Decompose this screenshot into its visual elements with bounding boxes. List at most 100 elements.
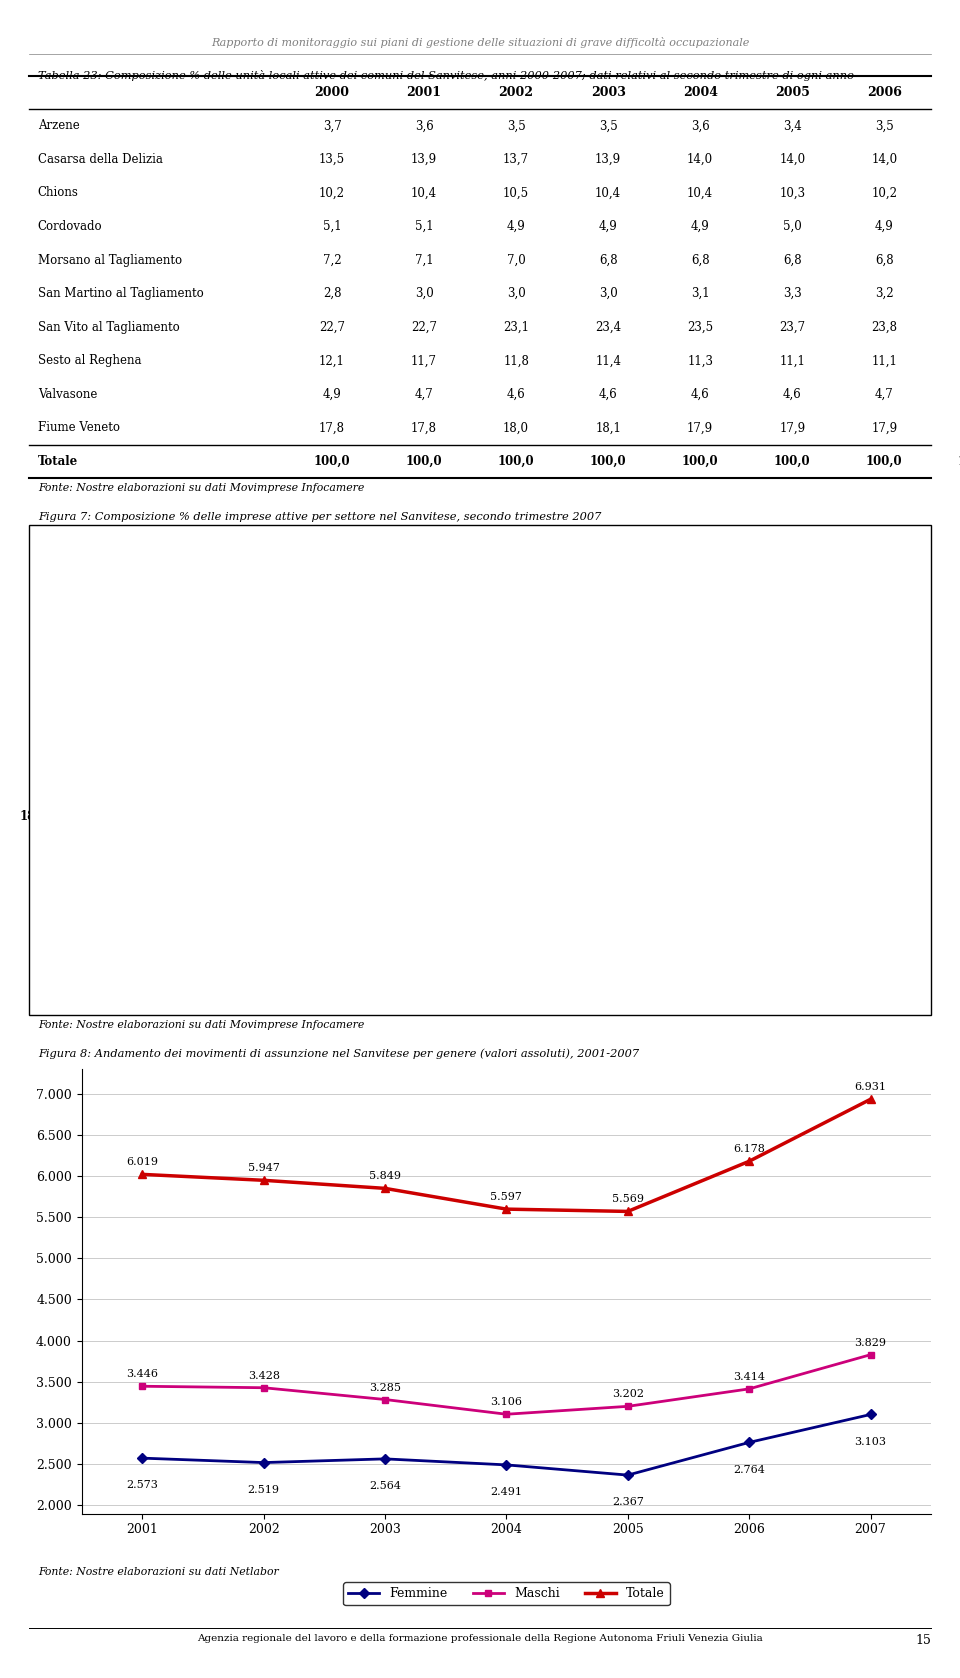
Text: 5.569: 5.569 <box>612 1195 644 1205</box>
Text: Totale: Totale <box>37 455 78 468</box>
Text: 7,1: 7,1 <box>415 253 433 267</box>
Text: 11,7: 11,7 <box>411 354 437 367</box>
Text: 4,9: 4,9 <box>691 220 709 233</box>
Text: 2000: 2000 <box>315 86 349 99</box>
Wedge shape <box>117 653 230 767</box>
Text: Fonte: Nostre elaborazioni su dati Netlabor: Fonte: Nostre elaborazioni su dati Netla… <box>38 1567 279 1577</box>
Text: 14,3%: 14,3% <box>320 925 359 938</box>
Text: 10,3: 10,3 <box>780 186 805 200</box>
Text: 2007: 2007 <box>959 86 960 99</box>
Text: 5,1: 5,1 <box>323 220 342 233</box>
Text: 5.849: 5.849 <box>369 1171 401 1181</box>
Text: 11,4: 11,4 <box>595 354 621 367</box>
Text: San Vito al Tagliamento: San Vito al Tagliamento <box>37 320 180 334</box>
Text: Fonte: Nostre elaborazioni su dati Movimprese Infocamere: Fonte: Nostre elaborazioni su dati Movim… <box>38 1020 365 1030</box>
Text: 3,5: 3,5 <box>599 119 617 133</box>
Text: Fonte: Nostre elaborazioni su dati Movimprese Infocamere: Fonte: Nostre elaborazioni su dati Movim… <box>38 483 365 493</box>
Text: 3,6: 3,6 <box>415 119 433 133</box>
Text: 2.367: 2.367 <box>612 1497 644 1507</box>
Text: Attiv. Estrattive: Attiv. Estrattive <box>544 602 637 614</box>
Text: 17,8: 17,8 <box>319 421 345 435</box>
Text: 2,4%: 2,4% <box>60 641 91 654</box>
Text: 13,9: 13,9 <box>595 153 621 166</box>
Text: 4,9: 4,9 <box>507 220 525 233</box>
Text: 6.178: 6.178 <box>733 1144 765 1154</box>
Text: 100,0: 100,0 <box>498 455 535 468</box>
Text: 14,0%: 14,0% <box>153 950 192 961</box>
Text: 6,8: 6,8 <box>691 253 709 267</box>
Text: 3.446: 3.446 <box>127 1369 158 1379</box>
Text: 3,1: 3,1 <box>691 287 709 300</box>
Text: 6,8: 6,8 <box>875 253 894 267</box>
Text: Commercio: Commercio <box>544 720 613 732</box>
Text: Fiume Veneto: Fiume Veneto <box>37 421 120 435</box>
Text: 2001: 2001 <box>406 86 442 99</box>
Text: 18,1: 18,1 <box>595 421 621 435</box>
Text: 3.829: 3.829 <box>854 1337 886 1347</box>
Text: 17,9: 17,9 <box>780 421 805 435</box>
Text: 10,5: 10,5 <box>503 186 529 200</box>
Text: 3.428: 3.428 <box>248 1371 279 1381</box>
Text: 100,0: 100,0 <box>774 455 810 468</box>
Text: 2006: 2006 <box>867 86 901 99</box>
Text: 100,0: 100,0 <box>589 455 627 468</box>
Text: 17,8: 17,8 <box>411 421 437 435</box>
Text: 0,1%: 0,1% <box>213 564 244 577</box>
Wedge shape <box>77 717 230 881</box>
Text: 22,7: 22,7 <box>319 320 345 334</box>
Text: Casarsa della Delizia: Casarsa della Delizia <box>37 153 162 166</box>
Text: 13,5: 13,5 <box>319 153 345 166</box>
Text: 0,3%: 0,3% <box>210 564 242 577</box>
Text: 23,7: 23,7 <box>780 320 805 334</box>
Text: 6.019: 6.019 <box>127 1158 158 1168</box>
Wedge shape <box>230 767 365 846</box>
Text: 4,9: 4,9 <box>599 220 617 233</box>
Text: 4,7: 4,7 <box>875 388 894 401</box>
Text: 2004: 2004 <box>683 86 718 99</box>
Text: Turismo: Turismo <box>544 758 593 772</box>
Text: 2,8: 2,8 <box>323 287 341 300</box>
Text: 10,4: 10,4 <box>411 186 437 200</box>
Text: 3,6: 3,6 <box>691 119 709 133</box>
Text: 4,6: 4,6 <box>691 388 709 401</box>
Bar <box>483 871 527 896</box>
Text: 10,2: 10,2 <box>872 186 898 200</box>
Text: 23,8: 23,8 <box>872 320 898 334</box>
Text: 3,0: 3,0 <box>599 287 617 300</box>
Text: Trasporti: Trasporti <box>544 799 600 810</box>
Bar <box>483 794 527 819</box>
Text: Servizi pubblici: Servizi pubblici <box>544 916 637 928</box>
Text: 33,1%: 33,1% <box>380 661 420 675</box>
Bar <box>483 911 527 936</box>
Wedge shape <box>130 614 230 767</box>
Text: 100,0: 100,0 <box>682 455 718 468</box>
Text: 10,4: 10,4 <box>595 186 621 200</box>
Text: 100,0: 100,0 <box>958 455 960 468</box>
Text: 7,0: 7,0 <box>507 253 525 267</box>
Text: 2005: 2005 <box>775 86 809 99</box>
Text: Valvasone: Valvasone <box>37 388 97 401</box>
Wedge shape <box>126 767 252 921</box>
Text: 2.573: 2.573 <box>127 1480 158 1490</box>
Text: 2.564: 2.564 <box>369 1482 401 1492</box>
Text: 3.202: 3.202 <box>612 1389 644 1399</box>
Text: 1,8%: 1,8% <box>77 621 108 634</box>
Text: 10,2: 10,2 <box>319 186 345 200</box>
Text: Arzene: Arzene <box>37 119 80 133</box>
Text: 5,0: 5,0 <box>782 220 802 233</box>
Text: Sesto al Reghena: Sesto al Reghena <box>37 354 141 367</box>
Text: 22,7: 22,7 <box>411 320 437 334</box>
Text: 11,0%: 11,0% <box>138 579 178 591</box>
Text: 2002: 2002 <box>498 86 534 99</box>
Text: 14,0: 14,0 <box>872 153 898 166</box>
Text: 13,9: 13,9 <box>411 153 437 166</box>
Text: Tabella 23: Composizione % delle unità locali attive dei comuni del Sanvitese, a: Tabella 23: Composizione % delle unità l… <box>38 70 854 82</box>
Text: 3,5: 3,5 <box>507 119 525 133</box>
Text: 3,3: 3,3 <box>782 287 802 300</box>
Text: 3.106: 3.106 <box>491 1398 522 1408</box>
Text: Cordovado: Cordovado <box>37 220 103 233</box>
Text: Impr. Non classificate: Impr. Non classificate <box>544 955 675 968</box>
Text: 7,2: 7,2 <box>323 253 342 267</box>
Text: 17,9: 17,9 <box>687 421 713 435</box>
Bar <box>483 557 527 582</box>
